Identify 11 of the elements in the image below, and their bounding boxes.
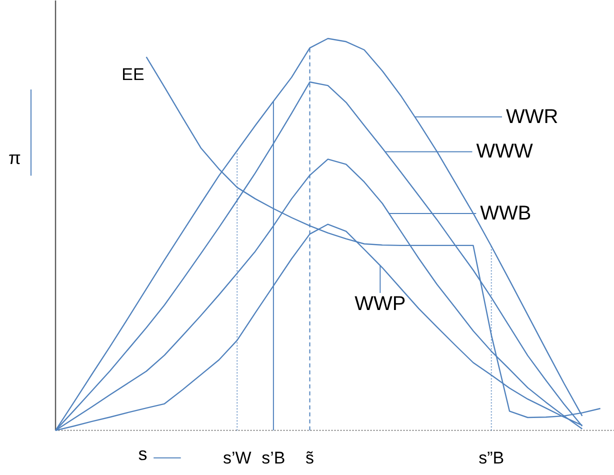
- series-label: EE: [122, 64, 144, 84]
- x-tick-label: s̃: [306, 448, 314, 468]
- x-tick-label: s’B: [262, 448, 286, 468]
- x-tick-label: s”B: [478, 448, 504, 468]
- annotation: WWP: [354, 292, 406, 315]
- annotation: WWR: [506, 106, 558, 128]
- x-tick-label: s’W: [222, 448, 252, 468]
- annotation: WWB: [480, 202, 532, 224]
- x-axis-title: s: [138, 444, 148, 464]
- annotation: WWW: [476, 140, 533, 163]
- y-axis-title: π: [8, 148, 21, 168]
